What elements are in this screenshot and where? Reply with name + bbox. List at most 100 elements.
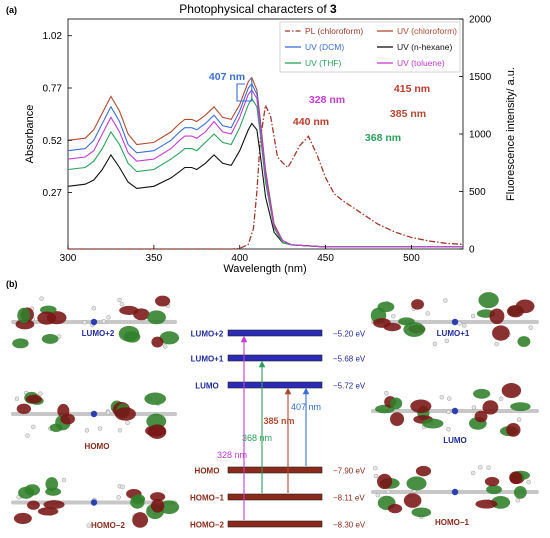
- orbital-lobe-negative: [389, 397, 403, 410]
- x-axis-label: Wavelength (nm): [223, 263, 306, 275]
- x-tick-label: 500: [403, 253, 420, 264]
- nitrogen-atom: [90, 410, 98, 418]
- orbital-lobe-negative: [45, 487, 62, 496]
- peak-connector-407: [236, 77, 253, 102]
- x-tick-label: 450: [317, 253, 334, 264]
- peak-label-407-nm: 407 nm: [209, 71, 245, 83]
- nitrogen-atom: [451, 407, 459, 415]
- level-name-lumo: LUMO: [195, 382, 219, 391]
- orbital-lobe-positive: [484, 476, 500, 487]
- atom-dot: [105, 410, 111, 415]
- legend-entry-pl-chloroform: PL (chloroform): [305, 26, 363, 36]
- orbital-label-homominus-1: HOMO−1: [435, 518, 470, 527]
- energy-level-lumoplus-1: [227, 354, 323, 362]
- orbital-lobe-positive: [25, 394, 42, 404]
- atom-dot: [444, 338, 449, 344]
- orbital-lobe-negative: [159, 500, 180, 514]
- y-left-tick-label: 0.52: [43, 136, 63, 147]
- atom-dot: [447, 396, 452, 401]
- orbital-lobe-positive: [43, 500, 65, 509]
- orbital-lobe-negative: [513, 486, 527, 499]
- orbital-lobe-positive: [16, 403, 32, 414]
- x-tick-label: 350: [146, 253, 163, 264]
- peak-annotations: 328 nm 368 nm 385 nm 407 nm 415 nm 440 nm: [209, 71, 430, 144]
- atom-dot: [25, 433, 30, 438]
- legend-entry-uv-dcm: UV (DCM): [305, 42, 344, 52]
- level-name-homominus-2: HOMO−2: [190, 521, 225, 530]
- orbital-lobe-positive: [60, 413, 75, 425]
- peak-label-440-nm: 440 nm: [293, 116, 329, 128]
- atom-dot: [462, 323, 467, 328]
- atom-dot: [478, 465, 483, 470]
- orbital-lobe-negative: [17, 307, 31, 324]
- orbital-image-homominus-1: [371, 465, 539, 520]
- orbital-lobe-positive: [506, 422, 521, 437]
- orbital-image-lumo: [371, 383, 539, 437]
- atom-dot: [471, 470, 476, 476]
- level-energy-lumoplus-1: −5.68 eV: [333, 355, 366, 364]
- legend-box: [279, 21, 461, 73]
- y-right-tick-label: 1500: [469, 72, 492, 83]
- atom-dot: [120, 484, 125, 490]
- atom-dot: [425, 311, 430, 316]
- orbital-lobe-positive: [37, 311, 57, 325]
- atom-dot: [14, 396, 20, 401]
- orbital-image-lumoplus-2: [11, 295, 180, 349]
- y-right-tick-label: 2000: [469, 15, 492, 26]
- orbital-lobe-negative: [159, 331, 180, 345]
- chart-title: Photophysical characters of 3: [179, 2, 337, 16]
- chart-title-compound: 3: [330, 2, 337, 16]
- orbital-lobe-positive: [474, 410, 488, 423]
- y-axis-left-label: Absorbance: [24, 105, 36, 164]
- orbital-lobe-negative: [473, 388, 491, 399]
- orbital-lobe-negative: [144, 392, 167, 405]
- nitrogen-atom: [451, 318, 459, 326]
- orbital-lobe-negative: [12, 338, 29, 349]
- atom-dot: [498, 396, 504, 401]
- orbital-lobe-positive: [403, 493, 422, 508]
- legend-entry-uv-toluene: UV (toluene): [397, 58, 445, 68]
- atom-dot: [391, 314, 396, 319]
- orbital-image-lumoplus-1: [370, 292, 539, 347]
- atom-dot: [516, 417, 522, 422]
- orbital-label-homo: HOMO: [85, 442, 110, 451]
- level-energy-lumoplus-2: −5.20 eV: [333, 330, 366, 339]
- orbital-lobe-positive: [151, 336, 164, 348]
- transition-label-368-nm: 368 nm: [242, 433, 272, 443]
- panel-a-label: (a): [6, 5, 17, 15]
- x-tick-label: 300: [60, 253, 77, 264]
- nitrogen-atom: [90, 318, 98, 326]
- atom-dot: [432, 341, 438, 347]
- legend: PL (chloroform) UV (chloroform) UV (DCM) UV…: [279, 21, 461, 73]
- orbital-lobe-negative: [478, 292, 499, 309]
- series-line-uv-chloroform: [67, 76, 463, 248]
- orbital-lobe-positive: [390, 412, 405, 427]
- orbital-lobe-positive: [150, 498, 165, 513]
- absorption-emission-plot: 300 350 400 450 500 0.27 0.52 0.77 1.02 0 500 100…: [43, 15, 492, 265]
- orbital-label-lumoplus-2: LUMO+2: [82, 329, 115, 338]
- atom-dot: [486, 465, 491, 470]
- y-axis-left-ticks: 0.27 0.52 0.77 1.02: [43, 31, 72, 199]
- atom-dot: [373, 465, 378, 471]
- level-energy-lumo: −5.72 eV: [333, 382, 366, 391]
- orbital-lobe-positive: [410, 399, 432, 413]
- transition-label-407-nm: 407 nm: [291, 402, 321, 412]
- x-axis-ticks: 300 350 400 450 500: [60, 245, 420, 264]
- orbital-label-lumo: LUMO: [443, 436, 467, 445]
- atom-dot: [471, 405, 477, 410]
- orbital-lobe-positive: [13, 512, 32, 524]
- atom-dot: [470, 313, 476, 319]
- atom-dot: [61, 477, 67, 483]
- orbital-lobe-negative: [377, 301, 395, 313]
- panel-b-label: (b): [6, 279, 18, 289]
- energy-level-lumoplus-2: [227, 329, 323, 337]
- orbital-lobe-positive: [411, 299, 424, 310]
- series-line-uv-thf: [67, 97, 463, 248]
- series-line-pl-chloroform: [68, 103, 464, 250]
- nitrogen-atom: [90, 499, 98, 506]
- atom-dot: [528, 325, 533, 330]
- atom-dot: [125, 420, 130, 425]
- orbital-images: LUMO+2 HOMO HOMO−2 LUMO+1 LUMO HOMO−1: [11, 292, 539, 530]
- peak-label-385-nm: 385 nm: [390, 108, 426, 120]
- orbital-lobe-negative: [18, 486, 35, 499]
